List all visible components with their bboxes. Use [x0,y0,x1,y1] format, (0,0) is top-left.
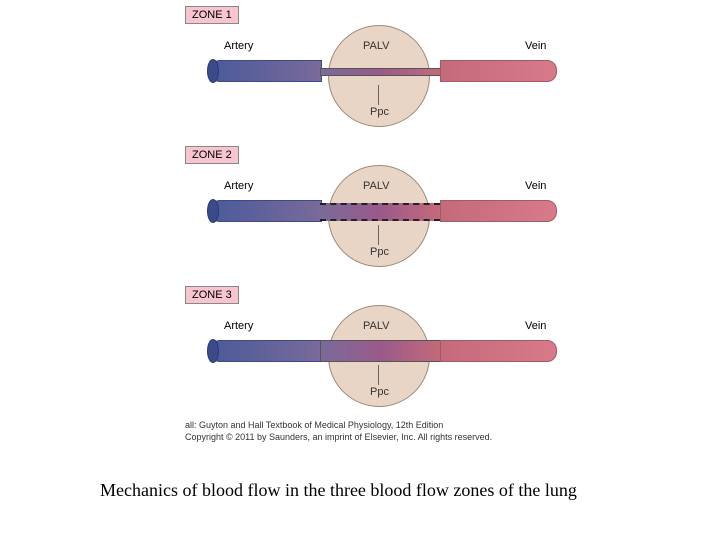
zone-2-artery-label: Artery [224,180,253,192]
source-credit: all: Guyton and Hall Textbook of Medical… [185,420,492,443]
zone-3-capillary [320,340,442,362]
zone-1-label: ZONE 1 [185,6,239,24]
zone-3-artery-cap [207,339,219,363]
zone-3-label: ZONE 3 [185,286,239,304]
zone-2-ppc-label: Ppc [370,246,389,258]
lung-zones-diagram: ZONE 1 ZONE 2 ZONE 3 Artery Vein PALV Pp… [0,0,720,540]
zone-2-capillary [320,203,440,221]
zone-1-capillary [320,68,442,76]
zone-1-ppc-line [378,85,379,105]
zone-2-vein [440,200,557,222]
zone-2-artery-cap [207,199,219,223]
zone-3-artery [210,340,322,362]
zone-1-palv-label: PALV [363,40,390,52]
zone-1-ppc-label: Ppc [370,106,389,118]
credit-line-2: Copyright © 2011 by Saunders, an imprint… [185,432,492,442]
zone-3-ppc-line [378,365,379,385]
zone-3-ppc-label: Ppc [370,386,389,398]
zone-1-artery-cap [207,59,219,83]
zone-1-vein [440,60,557,82]
zone-1-artery [210,60,322,82]
zone-2-artery [210,200,322,222]
zone-2-label: ZONE 2 [185,146,239,164]
zone-3-vein-label: Vein [525,320,546,332]
figure-caption: Mechanics of blood flow in the three blo… [100,480,577,501]
zone-1-vein-label: Vein [525,40,546,52]
zone-2-ppc-line [378,225,379,245]
zone-3-vein [440,340,557,362]
zone-3-palv-label: PALV [363,320,390,332]
zone-2-vein-label: Vein [525,180,546,192]
zone-3-artery-label: Artery [224,320,253,332]
zone-2-palv-label: PALV [363,180,390,192]
zone-1-artery-label: Artery [224,40,253,52]
credit-line-1: all: Guyton and Hall Textbook of Medical… [185,420,443,430]
